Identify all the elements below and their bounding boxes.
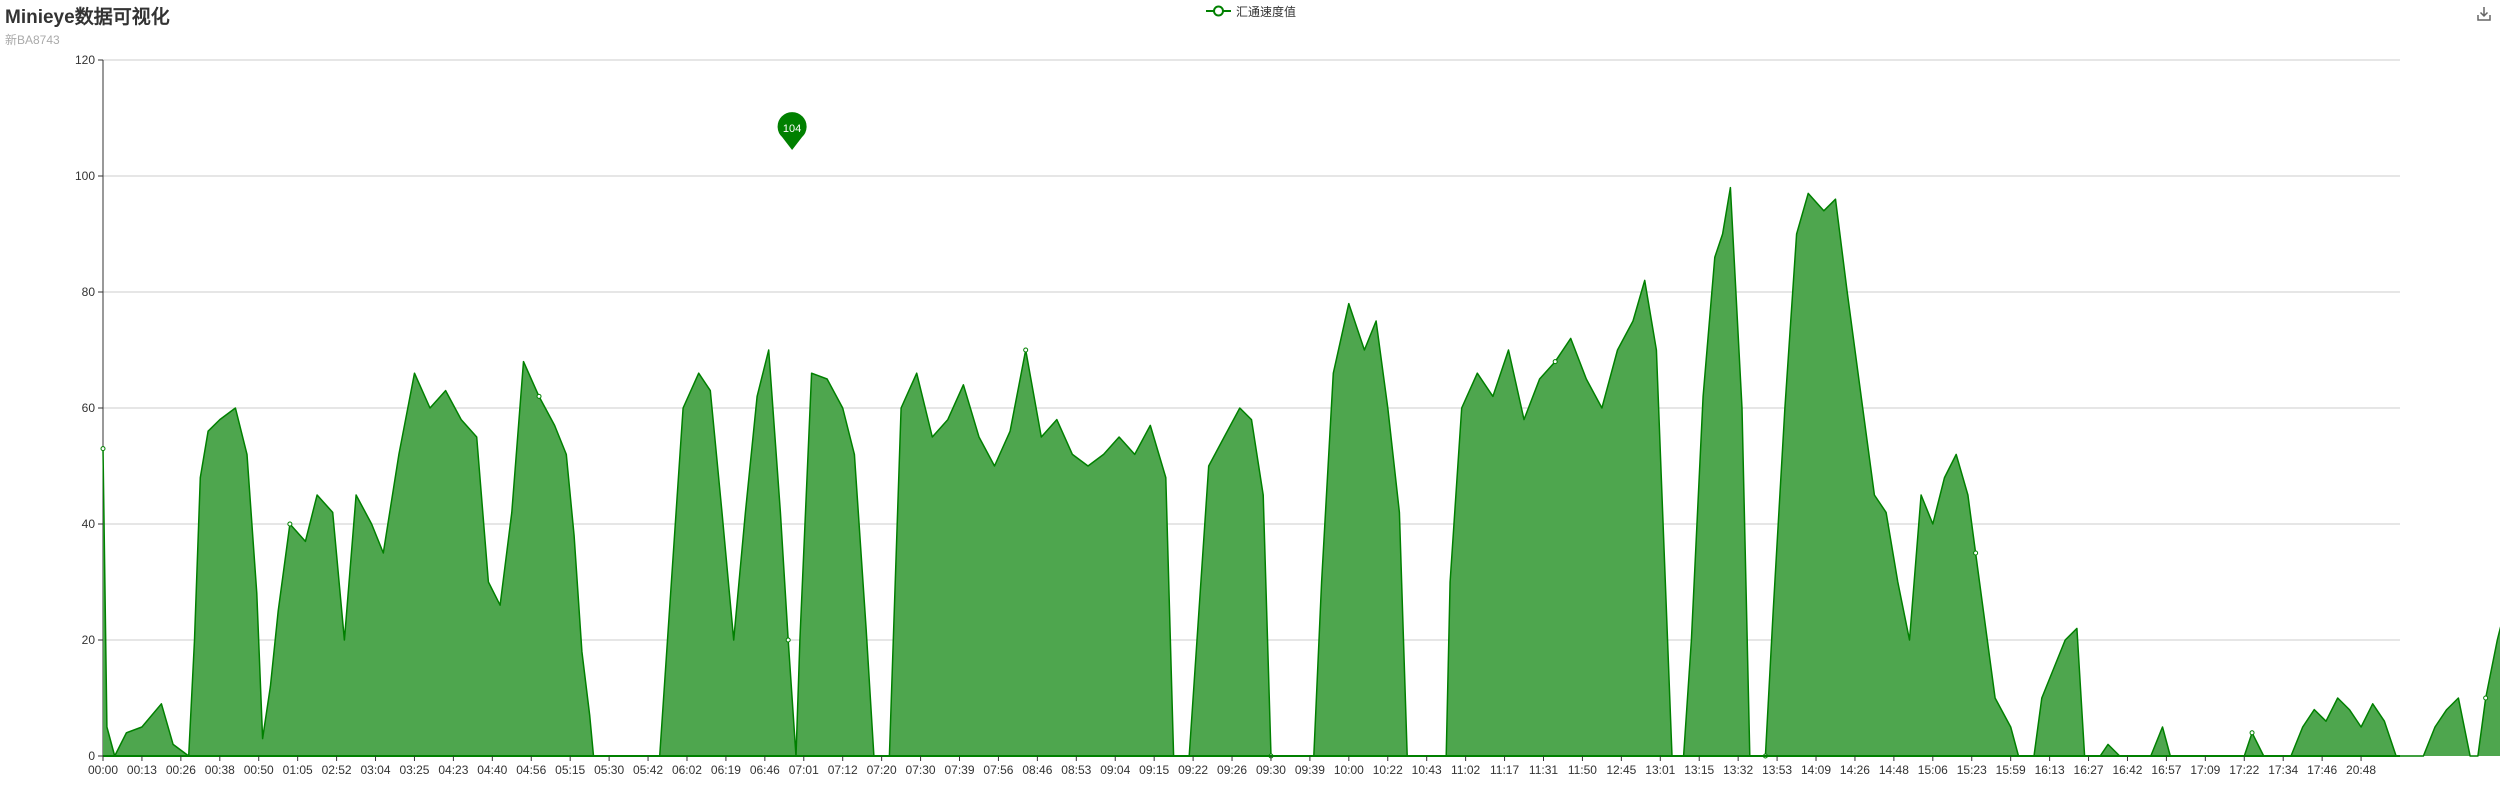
y-tick-label: 120 bbox=[75, 53, 95, 67]
x-tick-label: 15:59 bbox=[1996, 763, 2026, 777]
x-tick-label: 11:17 bbox=[1490, 763, 1519, 777]
data-point bbox=[2249, 730, 2255, 736]
data-point bbox=[2483, 695, 2489, 701]
x-tick-label: 03:04 bbox=[361, 763, 391, 777]
x-tick-label: 17:34 bbox=[2268, 763, 2298, 777]
x-tick-label: 01:05 bbox=[283, 763, 313, 777]
x-tick-label: 00:26 bbox=[166, 763, 196, 777]
data-point bbox=[1023, 347, 1029, 353]
x-tick-label: 07:20 bbox=[867, 763, 897, 777]
x-tick-label: 05:15 bbox=[555, 763, 585, 777]
x-tick-label: 16:57 bbox=[2151, 763, 2181, 777]
x-tick-label: 17:46 bbox=[2307, 763, 2337, 777]
x-tick-label: 05:42 bbox=[633, 763, 663, 777]
x-tick-label: 17:09 bbox=[2190, 763, 2220, 777]
x-tick-label: 11:02 bbox=[1451, 763, 1480, 777]
x-tick-label: 07:12 bbox=[828, 763, 858, 777]
x-tick-label: 15:06 bbox=[1918, 763, 1948, 777]
x-tick-label: 04:40 bbox=[477, 763, 507, 777]
x-tick-label: 15:23 bbox=[1957, 763, 1987, 777]
x-axis: 00:00 00:13 00:26 00:38 00:50 01:05 02:52 03:04… bbox=[88, 755, 2400, 777]
x-tick-label: 11:31 bbox=[1529, 763, 1558, 777]
max-pin-label: 104 bbox=[783, 123, 801, 135]
x-tick-label: 09:39 bbox=[1295, 763, 1325, 777]
x-tick-label: 09:22 bbox=[1178, 763, 1208, 777]
x-tick-label: 02:52 bbox=[322, 763, 352, 777]
x-tick-label: 16:27 bbox=[2074, 763, 2104, 777]
x-tick-label: 05:30 bbox=[594, 763, 624, 777]
y-tick-label: 40 bbox=[82, 517, 96, 531]
x-tick-label: 16:42 bbox=[2112, 763, 2142, 777]
y-tick-label: 80 bbox=[82, 285, 96, 299]
x-tick-label: 07:39 bbox=[944, 763, 974, 777]
x-tick-label: 13:32 bbox=[1723, 763, 1753, 777]
x-tick-label: 04:56 bbox=[516, 763, 546, 777]
data-point bbox=[785, 637, 791, 643]
x-tick-label: 11:50 bbox=[1568, 763, 1597, 777]
data-point bbox=[1552, 359, 1558, 365]
y-tick-label: 20 bbox=[82, 633, 96, 647]
download-icon[interactable] bbox=[2474, 4, 2494, 24]
max-pin-icon bbox=[776, 111, 808, 152]
x-tick-label: 20:48 bbox=[2346, 763, 2376, 777]
x-tick-label: 00:00 bbox=[88, 763, 118, 777]
x-tick-label: 10:00 bbox=[1334, 763, 1364, 777]
x-tick-label: 14:48 bbox=[1879, 763, 1909, 777]
data-point bbox=[100, 446, 106, 452]
x-tick-label: 13:53 bbox=[1762, 763, 1792, 777]
chart-title: Minieye数据可视化 bbox=[5, 7, 170, 28]
series-speed bbox=[100, 186, 2500, 759]
x-tick-label: 13:15 bbox=[1684, 763, 1714, 777]
x-tick-label: 09:15 bbox=[1139, 763, 1169, 777]
x-tick-label: 08:46 bbox=[1022, 763, 1052, 777]
data-point bbox=[1973, 550, 1979, 556]
series-area-fill bbox=[103, 187, 2500, 756]
x-tick-label: 09:26 bbox=[1217, 763, 1247, 777]
x-tick-label: 00:13 bbox=[127, 763, 157, 777]
x-tick-label: 00:50 bbox=[244, 763, 274, 777]
x-tick-label: 06:19 bbox=[711, 763, 741, 777]
x-tick-label: 16:13 bbox=[2035, 763, 2065, 777]
x-tick-label: 09:30 bbox=[1256, 763, 1286, 777]
data-point bbox=[287, 521, 293, 527]
series-line bbox=[102, 186, 2500, 757]
x-tick-label: 10:43 bbox=[1412, 763, 1442, 777]
legend-line-circle-icon bbox=[1206, 5, 1231, 17]
x-tick-label: 14:09 bbox=[1801, 763, 1831, 777]
y-tick-label: 60 bbox=[82, 401, 96, 415]
chart-subtitle: 新BA8743 bbox=[5, 33, 60, 47]
x-tick-label: 07:30 bbox=[906, 763, 936, 777]
x-tick-label: 17:22 bbox=[2229, 763, 2259, 777]
x-tick-label: 00:38 bbox=[205, 763, 235, 777]
x-tick-label: 10:22 bbox=[1373, 763, 1403, 777]
x-tick-label: 07:01 bbox=[789, 763, 819, 777]
data-point bbox=[536, 393, 542, 399]
x-tick-label: 08:53 bbox=[1061, 763, 1091, 777]
y-tick-label: 0 bbox=[88, 749, 95, 763]
legend-label: 汇通速度值 bbox=[1236, 4, 1297, 19]
x-tick-label: 14:26 bbox=[1840, 763, 1870, 777]
x-tick-label: 06:46 bbox=[750, 763, 780, 777]
y-tick-label: 100 bbox=[75, 169, 95, 183]
y-axis: 0 20 40 60 80 100 120 bbox=[75, 53, 104, 763]
x-tick-label: 06:02 bbox=[672, 763, 702, 777]
x-tick-label: 12:45 bbox=[1606, 763, 1636, 777]
x-tick-label: 04:23 bbox=[438, 763, 468, 777]
x-tick-label: 13:01 bbox=[1645, 763, 1675, 777]
x-tick-label: 03:25 bbox=[399, 763, 429, 777]
max-marker: 104 bbox=[776, 111, 808, 152]
legend-item-speed[interactable]: 汇通速度值 bbox=[1206, 2, 1296, 20]
x-tick-label: 07:56 bbox=[983, 763, 1013, 777]
x-tick-label: 09:04 bbox=[1100, 763, 1130, 777]
